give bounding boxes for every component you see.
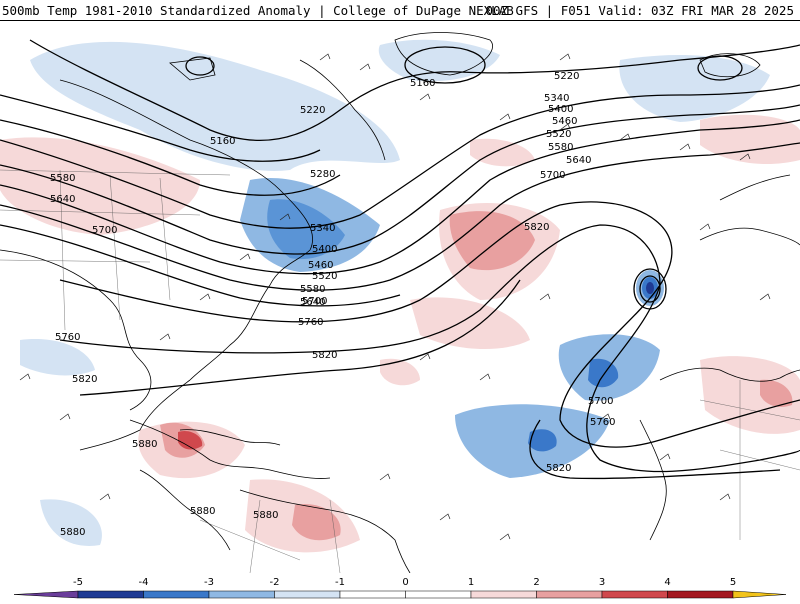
height-contours	[0, 39, 800, 480]
contour-label: 5820	[72, 374, 97, 385]
colorbar-tick-label: -2	[270, 577, 280, 588]
contour-labels: 5160 5160 5220 5220 5280 5340 5340 5400 …	[50, 71, 615, 538]
colorbar-tick-label: -5	[73, 577, 83, 588]
contour-label: 5880	[190, 506, 215, 517]
contour-label: 5820	[546, 463, 571, 474]
contour-label: 5520	[546, 129, 571, 140]
colorbar-svg: -5 -4 -3 -2 -1 0 1 2 3 4 5	[13, 577, 787, 599]
colorbar-segment	[667, 590, 734, 599]
colorbar-segments	[13, 590, 787, 599]
contour-label: 5580	[300, 284, 325, 295]
colorbar-tick-label: 1	[468, 577, 474, 588]
contour-label: 5220	[554, 71, 579, 82]
colorbar-tick-label: -1	[335, 577, 345, 588]
contour-label: 5640	[300, 297, 325, 308]
colorbar-tick-label: 4	[664, 577, 670, 588]
colorbar: -5 -4 -3 -2 -1 0 1 2 3 4 5	[0, 573, 800, 600]
contour-label: 5160	[410, 78, 435, 89]
contour-label: 5700	[540, 170, 565, 181]
colorbar-tick-label: -4	[139, 577, 149, 588]
contour-label: 5760	[298, 317, 323, 328]
contour-label: 5640	[50, 194, 75, 205]
contour-label: 5880	[253, 510, 278, 521]
colorbar-tick-label: 0	[402, 577, 408, 588]
title-bar: 500mb Temp 1981-2010 Standardized Anomal…	[0, 0, 800, 21]
contour-label: 5340	[544, 93, 569, 104]
contour-label: 5160	[210, 136, 235, 147]
colorbar-tick-label: 2	[533, 577, 539, 588]
contour-label: 5700	[92, 225, 117, 236]
colorbar-segment	[601, 590, 668, 599]
colorbar-segment	[470, 590, 537, 599]
model-run-info: 00Z GFS | F051 Valid: 03Z FRI MAR 28 202…	[485, 3, 794, 18]
coastlines	[0, 32, 800, 573]
contour-label: 5460	[308, 260, 333, 271]
contour-label: 5400	[312, 244, 337, 255]
contour-label: 5640	[566, 155, 591, 166]
colorbar-segment	[732, 590, 787, 599]
contour-label: 5220	[300, 105, 325, 116]
colorbar-segment	[143, 590, 210, 599]
contour-label: 5520	[312, 271, 337, 282]
colorbar-segment	[13, 590, 79, 599]
colorbar-tick-label: 3	[599, 577, 605, 588]
contour-label: 5580	[548, 142, 573, 153]
positive-anomaly-shading	[0, 114, 800, 553]
anomaly-map: 5160 5160 5220 5220 5280 5340 5340 5400 …	[0, 21, 800, 573]
contour-label: 5700	[588, 396, 613, 407]
colorbar-segment	[208, 590, 275, 599]
contour-label: 5460	[552, 116, 577, 127]
contour-label: 5400	[548, 104, 573, 115]
colorbar-segment	[77, 590, 144, 599]
contour-label: 5340	[310, 223, 335, 234]
map-panel: 5160 5160 5220 5220 5280 5340 5340 5400 …	[0, 21, 800, 573]
contour-label: 5700	[302, 296, 327, 307]
colorbar-tick-label: 5	[730, 577, 736, 588]
colorbar-segment	[536, 590, 603, 599]
wind-barbs	[19, 53, 771, 541]
contour-label: 5880	[60, 527, 85, 538]
contour-label: 5880	[132, 439, 157, 450]
colorbar-tick-labels: -5 -4 -3 -2 -1 0 1 2 3 4 5	[73, 577, 736, 588]
contour-label: 5760	[55, 332, 80, 343]
colorbar-segment	[405, 590, 472, 599]
contour-label: 5280	[310, 169, 335, 180]
colorbar-segment	[274, 590, 341, 599]
colorbar-segment	[339, 590, 406, 599]
political-borders	[0, 169, 800, 573]
colorbar-tick-label: -3	[204, 577, 214, 588]
contour-label: 5760	[590, 417, 615, 428]
contour-label: 5820	[312, 350, 337, 361]
contour-label: 5820	[524, 222, 549, 233]
contour-label: 5580	[50, 173, 75, 184]
chart-title: 500mb Temp 1981-2010 Standardized Anomal…	[2, 3, 514, 18]
